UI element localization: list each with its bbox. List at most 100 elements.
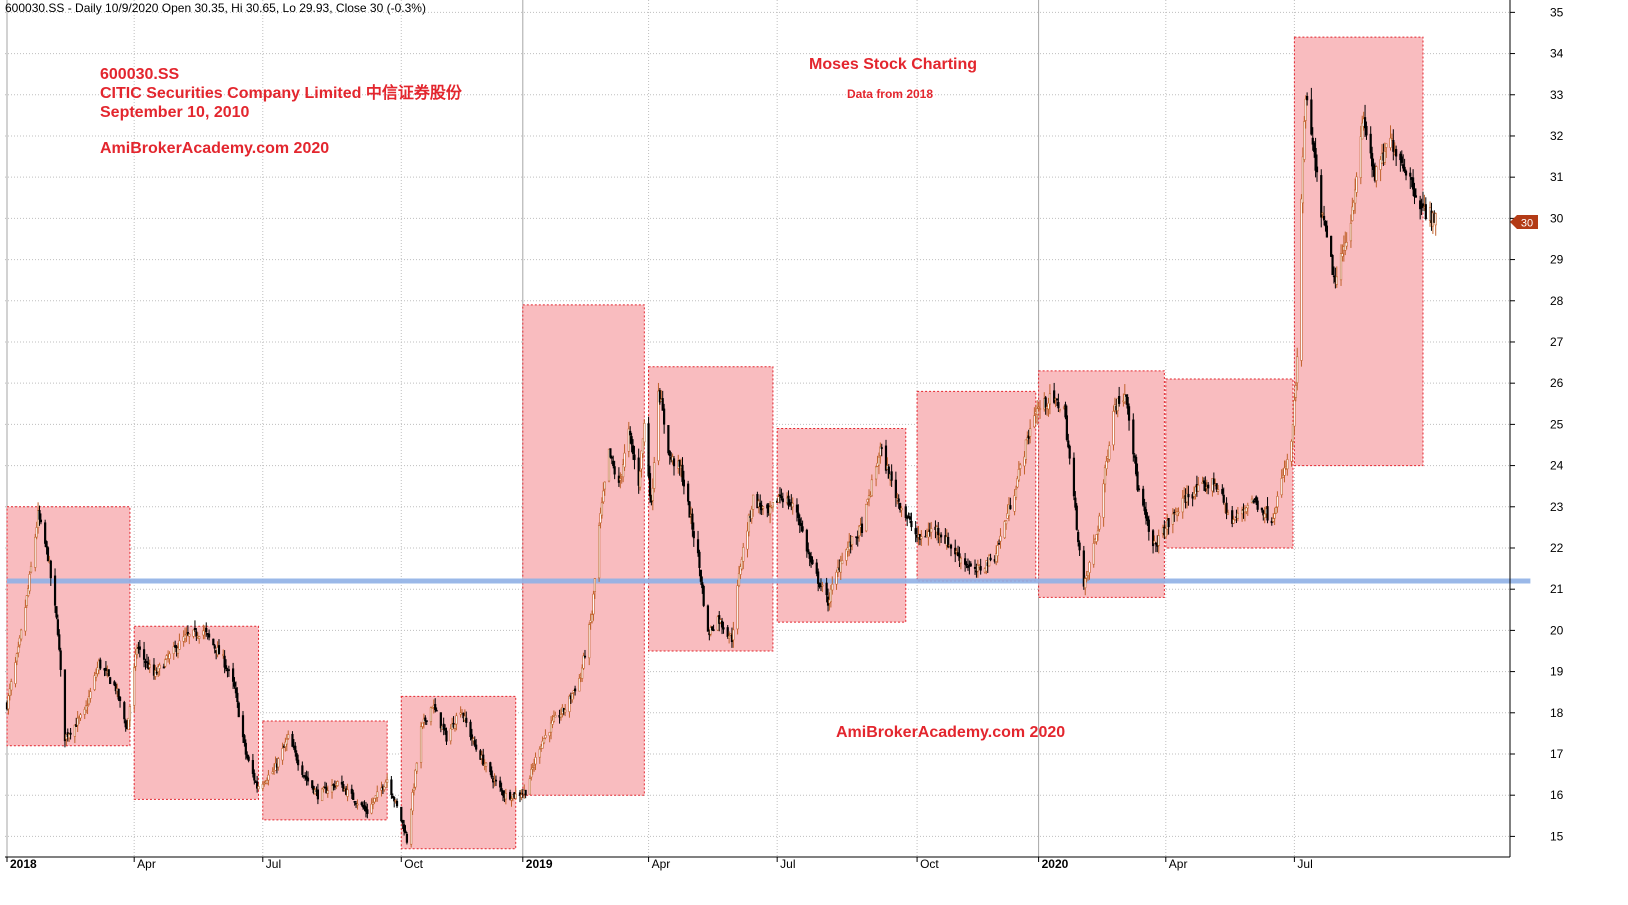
candle-body	[1395, 149, 1398, 157]
candle-body	[99, 659, 102, 669]
candle-body	[415, 762, 418, 772]
candle-body	[732, 629, 735, 641]
candle-body	[56, 619, 59, 635]
y-tick-label: 26	[1550, 376, 1564, 390]
candle-body	[1151, 530, 1155, 547]
candle-body	[1351, 206, 1354, 221]
candle-body	[988, 555, 991, 567]
candle-body	[205, 627, 208, 633]
candle-body	[494, 779, 498, 782]
candle-body	[182, 636, 185, 642]
candle-body	[356, 803, 359, 806]
candle-body	[63, 669, 67, 742]
candle-body	[1241, 509, 1244, 515]
candle-body	[1007, 504, 1011, 517]
candle-body	[291, 733, 294, 747]
candle-body	[118, 696, 122, 702]
candle-body	[253, 772, 256, 781]
chart-subtitle: Data from 2018	[847, 87, 933, 101]
candle-body	[867, 495, 871, 500]
candle-body	[1092, 543, 1095, 565]
candle-body	[83, 709, 86, 715]
candle-body	[630, 436, 633, 445]
candle-body	[1085, 575, 1088, 579]
candle-body	[134, 653, 137, 667]
candle-body	[1084, 578, 1087, 589]
candles	[5, 87, 1437, 848]
candle-body	[807, 549, 810, 553]
candle-body	[192, 629, 195, 637]
candle-body	[419, 726, 423, 763]
candle-body	[687, 483, 690, 502]
candle-body	[510, 798, 513, 801]
candle-body	[85, 705, 88, 711]
candle-body	[1135, 456, 1138, 475]
x-tick-label: Apr	[1169, 857, 1188, 871]
candle-body	[390, 779, 393, 795]
range-box	[648, 366, 774, 652]
candle-body	[647, 423, 650, 477]
candle-body	[692, 531, 695, 539]
candle-body	[1344, 242, 1347, 251]
candle-body	[414, 769, 417, 788]
candle-body	[1331, 254, 1334, 276]
candle-body	[1383, 151, 1386, 163]
candle-body	[1068, 445, 1071, 459]
candle-body	[342, 784, 345, 792]
candle-body	[504, 792, 507, 800]
candle-body	[798, 518, 801, 526]
candle-body	[1232, 519, 1235, 524]
candle-body	[729, 633, 732, 636]
candle-body	[113, 681, 116, 686]
candle-body	[373, 798, 376, 803]
candle-body	[722, 627, 725, 630]
candle-body	[672, 458, 676, 467]
candle-body	[469, 721, 472, 738]
candle-body	[394, 800, 397, 802]
candle-body	[737, 573, 741, 587]
candle-body	[815, 562, 818, 574]
candle-body	[227, 669, 230, 671]
candle-body	[1294, 385, 1297, 398]
candle-body	[797, 512, 800, 518]
candle-body	[777, 496, 780, 503]
candle-body	[69, 732, 72, 735]
candle-body	[688, 501, 691, 518]
candle-body	[640, 450, 643, 470]
candle-body	[58, 634, 61, 650]
candle-body	[1144, 509, 1148, 519]
candle-body	[1246, 505, 1249, 509]
candle-body	[927, 531, 930, 538]
candle-body	[1132, 419, 1135, 455]
candle-body	[709, 627, 712, 635]
candle-body	[1272, 518, 1275, 522]
candle-body	[568, 695, 571, 712]
candle-body	[973, 566, 977, 569]
candle-body	[520, 794, 523, 798]
candle-body	[1044, 397, 1047, 408]
candle-body	[572, 690, 575, 693]
range-box	[262, 720, 388, 821]
candle-body	[1014, 488, 1018, 498]
candle-body	[1276, 496, 1279, 508]
candle-body	[781, 498, 784, 503]
candle-body	[222, 654, 225, 656]
candle-body	[346, 789, 349, 797]
site-label-bottom: AmiBrokerAcademy.com 2020	[836, 724, 1065, 741]
candle-body	[1053, 390, 1056, 403]
candle-body	[612, 460, 615, 467]
candle-body	[104, 667, 108, 671]
candle-body	[431, 707, 434, 709]
candle-body	[93, 675, 96, 690]
candle-body	[920, 536, 923, 539]
candle-body	[237, 702, 240, 718]
candle-body	[747, 514, 751, 533]
candle-body	[1375, 166, 1378, 181]
y-tick-label: 15	[1550, 829, 1564, 843]
candle-body	[1212, 478, 1215, 485]
candle-body	[49, 560, 52, 579]
candle-body	[1315, 166, 1319, 173]
candle-body	[472, 738, 475, 742]
candle-body	[1077, 531, 1080, 543]
candle-body	[825, 582, 828, 596]
